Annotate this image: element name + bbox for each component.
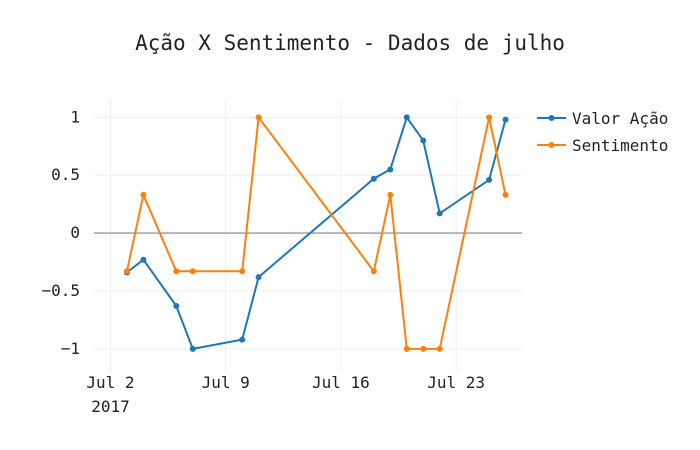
data-point bbox=[403, 345, 410, 352]
data-point bbox=[255, 114, 262, 121]
data-point bbox=[255, 274, 262, 281]
data-point bbox=[420, 137, 427, 144]
data-point bbox=[420, 345, 427, 352]
legend-swatch-marker bbox=[548, 115, 555, 121]
data-point bbox=[486, 176, 493, 183]
data-point bbox=[239, 268, 246, 275]
y-tick-label: 0.5 bbox=[51, 165, 80, 184]
data-point bbox=[486, 114, 493, 121]
y-tick-label: 0 bbox=[70, 223, 80, 242]
legend-item[interactable]: Valor Ação bbox=[537, 109, 668, 128]
data-point bbox=[403, 114, 410, 121]
x-tick-sublabel: 2017 bbox=[91, 397, 130, 416]
legend-swatch-marker bbox=[548, 142, 555, 148]
x-tick-label: Jul 16 bbox=[312, 373, 370, 392]
data-point bbox=[436, 345, 443, 352]
data-point bbox=[189, 268, 196, 275]
data-point bbox=[123, 268, 130, 275]
legend-label: Valor Ação bbox=[572, 109, 668, 128]
data-point bbox=[189, 345, 196, 352]
data-point bbox=[173, 303, 180, 310]
series-2 bbox=[123, 114, 509, 352]
data-point bbox=[387, 191, 394, 198]
data-point bbox=[436, 210, 443, 217]
series-1 bbox=[123, 114, 509, 352]
axes: Jul 2 2017 Jul 9 Jul 16 Jul 23 1 0.5 0 −0.5 −1 bbox=[41, 107, 485, 416]
data-point bbox=[370, 175, 377, 182]
y-tick-label: 1 bbox=[70, 107, 80, 126]
y-tick-label: −0.5 bbox=[41, 281, 80, 300]
legend-item[interactable]: Sentimento bbox=[537, 136, 668, 155]
data-point bbox=[173, 268, 180, 275]
data-point bbox=[140, 191, 147, 198]
x-tick-label: Jul 23 bbox=[427, 373, 485, 392]
data-point bbox=[387, 166, 394, 173]
legend[interactable]: Valor Ação Sentimento bbox=[537, 109, 668, 155]
chart-title: Ação X Sentimento - Dados de julho bbox=[135, 31, 565, 55]
x-tick-label: Jul 2 bbox=[86, 373, 134, 392]
legend-label: Sentimento bbox=[572, 136, 668, 155]
data-point bbox=[502, 191, 509, 198]
grid bbox=[94, 100, 522, 372]
plot-area bbox=[123, 114, 509, 352]
data-point bbox=[140, 256, 147, 263]
data-point bbox=[370, 268, 377, 275]
y-tick-label: −1 bbox=[61, 339, 80, 358]
data-point bbox=[502, 116, 509, 123]
x-tick-label: Jul 9 bbox=[202, 373, 250, 392]
data-point bbox=[239, 336, 246, 343]
